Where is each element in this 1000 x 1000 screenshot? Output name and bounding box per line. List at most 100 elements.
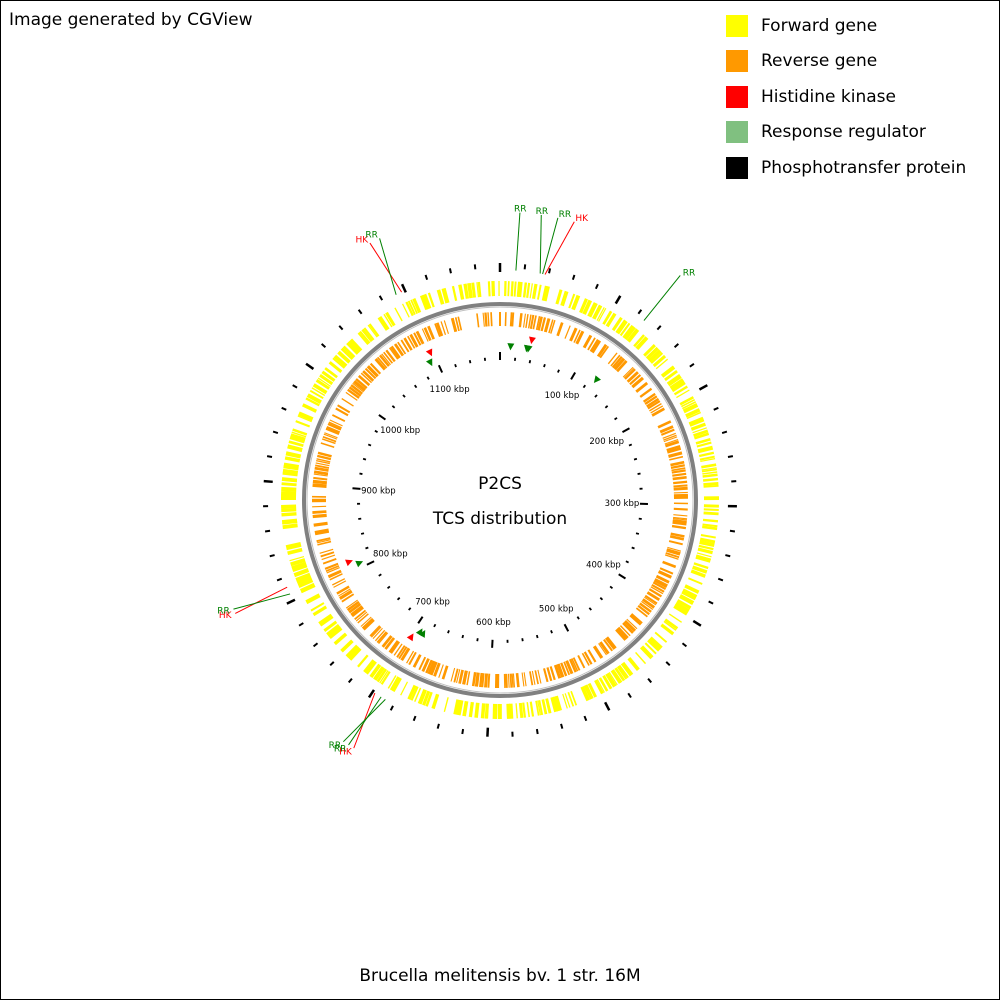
forward-gene: [522, 702, 527, 718]
reverse-gene: [639, 387, 653, 398]
reverse-gene: [313, 470, 329, 476]
reverse-gene: [418, 656, 427, 671]
forward-gene: [669, 378, 683, 388]
reverse-gene: [316, 454, 332, 461]
reverse-gene: [507, 673, 510, 688]
forward-gene: [564, 693, 571, 708]
reverse-gene: [370, 625, 381, 637]
inner-minor-tick: [633, 457, 638, 461]
forward-gene: [474, 702, 480, 718]
reverse-gene: [362, 370, 375, 382]
forward-gene: [301, 403, 318, 413]
inner-minor-tick: [528, 360, 532, 364]
forward-gene: [568, 293, 576, 309]
reverse-gene: [564, 325, 571, 339]
reverse-gene: [479, 672, 483, 688]
reverse-gene: [598, 643, 607, 656]
reverse-gene: [654, 578, 668, 586]
response-regulator-marker: [525, 345, 533, 353]
forward-gene: [694, 432, 710, 440]
reverse-gene: [664, 554, 679, 560]
forward-gene: [598, 307, 607, 322]
forward-gene: [697, 547, 713, 555]
forward-gene: [310, 602, 325, 612]
callout-line: [515, 212, 521, 271]
forward-gene: [580, 685, 590, 702]
forward-gene: [293, 568, 310, 578]
forward-gene: [699, 540, 715, 548]
forward-gene: [602, 675, 613, 690]
forward-gene: [633, 334, 645, 348]
forward-gene: [510, 281, 514, 297]
forward-gene: [285, 541, 302, 550]
reverse-gene: [666, 444, 681, 452]
phosphotransfer-protein-swatch-icon: [726, 156, 748, 179]
inner-major-tick: [570, 371, 576, 380]
forward-gene: [295, 572, 311, 582]
reverse-gene: [655, 574, 670, 584]
inner-minor-tick: [614, 417, 618, 421]
forward-gene: [610, 669, 622, 684]
reverse-gene: [352, 382, 364, 393]
forward-gene: [476, 282, 480, 298]
forward-gene: [290, 433, 306, 442]
outer-minor-tick: [673, 343, 680, 348]
forward-gene: [321, 370, 336, 382]
forward-gene: [682, 589, 697, 599]
forward-gene: [420, 689, 427, 705]
forward-gene: [538, 699, 544, 716]
reverse-gene: [583, 651, 593, 665]
reverse-gene: [490, 312, 493, 327]
reverse-gene: [629, 614, 642, 626]
forward-gene: [652, 354, 667, 368]
reverse-gene: [532, 315, 537, 330]
reverse-gene: [540, 317, 546, 332]
reverse-gene: [657, 570, 672, 579]
forward-gene: [414, 687, 422, 703]
reverse-gene: [345, 391, 358, 401]
reverse-gene: [332, 578, 346, 586]
reverse-gene: [455, 669, 461, 684]
feature-markers: [345, 336, 601, 642]
forward-gene: [598, 677, 609, 692]
forward-gene: [340, 347, 354, 361]
forward-gene: [697, 445, 714, 454]
reverse-gene: [626, 618, 638, 630]
forward-gene: [292, 563, 308, 573]
forward-gene: [612, 669, 623, 683]
outer-minor-tick: [729, 529, 736, 533]
reverse-gene: [453, 668, 459, 683]
forward-gene: [289, 555, 305, 562]
reverse-gene: [333, 580, 347, 588]
forward-gene: [639, 645, 654, 660]
forward-gene: [546, 698, 552, 714]
outer-minor-tick: [560, 723, 564, 729]
histidine-kinase-swatch-icon: [726, 85, 748, 108]
inner-minor-tick: [576, 616, 580, 620]
reverse-gene: [374, 629, 386, 642]
forward-gene: [357, 332, 369, 346]
reverse-gene: [336, 585, 350, 595]
forward-gene: [394, 307, 403, 322]
organism-caption: Brucella melitensis bv. 1 str. 16M: [359, 966, 641, 986]
forward-gene: [702, 525, 718, 529]
forward-gene: [296, 575, 313, 585]
reverse-gene: [316, 458, 331, 463]
reverse-gene: [312, 483, 327, 488]
reverse-gene: [523, 672, 527, 687]
forward-gene: [541, 285, 548, 301]
inner-minor-tick: [637, 472, 641, 475]
callout-line: [542, 217, 559, 275]
reverse-gene: [321, 438, 336, 445]
reverse-gene: [474, 672, 480, 687]
reverse-gene: [604, 636, 616, 650]
forward-gene: [513, 281, 517, 297]
forward-gene: [305, 593, 321, 605]
reverse-gene: [316, 539, 331, 544]
reverse-gene: [550, 666, 556, 680]
reverse-gene: [537, 669, 542, 684]
forward-gene: [281, 482, 297, 487]
reverse-gene: [607, 352, 618, 365]
forward-gene: [284, 456, 301, 463]
